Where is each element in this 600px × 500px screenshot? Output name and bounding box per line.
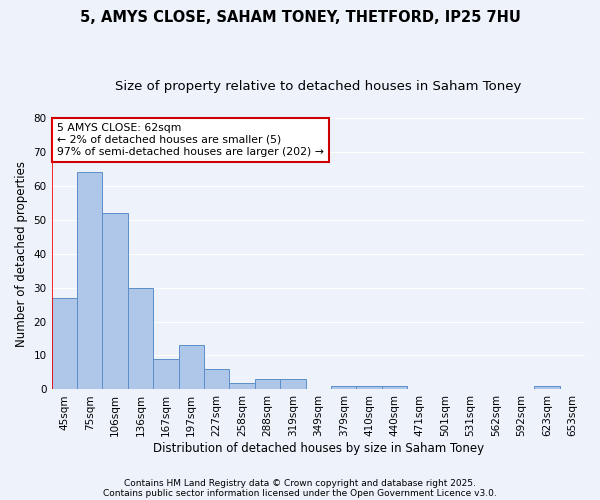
Bar (229, 382, 255, 390)
Bar (255, 380, 280, 390)
Text: 5 AMYS CLOSE: 62sqm
← 2% of detached houses are smaller (5)
97% of semi-detached: 5 AMYS CLOSE: 62sqm ← 2% of detached hou… (57, 124, 324, 156)
Bar (382, 386, 407, 390)
X-axis label: Distribution of detached houses by size in Saham Toney: Distribution of detached houses by size … (153, 442, 484, 455)
Bar (179, 346, 204, 390)
Bar (280, 380, 305, 390)
Text: 5, AMYS CLOSE, SAHAM TONEY, THETFORD, IP25 7HU: 5, AMYS CLOSE, SAHAM TONEY, THETFORD, IP… (80, 10, 520, 25)
Bar (356, 386, 382, 390)
Bar (204, 369, 229, 390)
Bar (534, 386, 560, 390)
Text: Contains public sector information licensed under the Open Government Licence v3: Contains public sector information licen… (103, 488, 497, 498)
Title: Size of property relative to detached houses in Saham Toney: Size of property relative to detached ho… (115, 80, 521, 93)
Bar (52, 298, 77, 390)
Bar (153, 359, 179, 390)
Y-axis label: Number of detached properties: Number of detached properties (15, 160, 28, 346)
Text: Contains HM Land Registry data © Crown copyright and database right 2025.: Contains HM Land Registry data © Crown c… (124, 478, 476, 488)
Bar (128, 288, 153, 390)
Bar (331, 386, 356, 390)
Bar (77, 172, 103, 390)
Bar (103, 213, 128, 390)
